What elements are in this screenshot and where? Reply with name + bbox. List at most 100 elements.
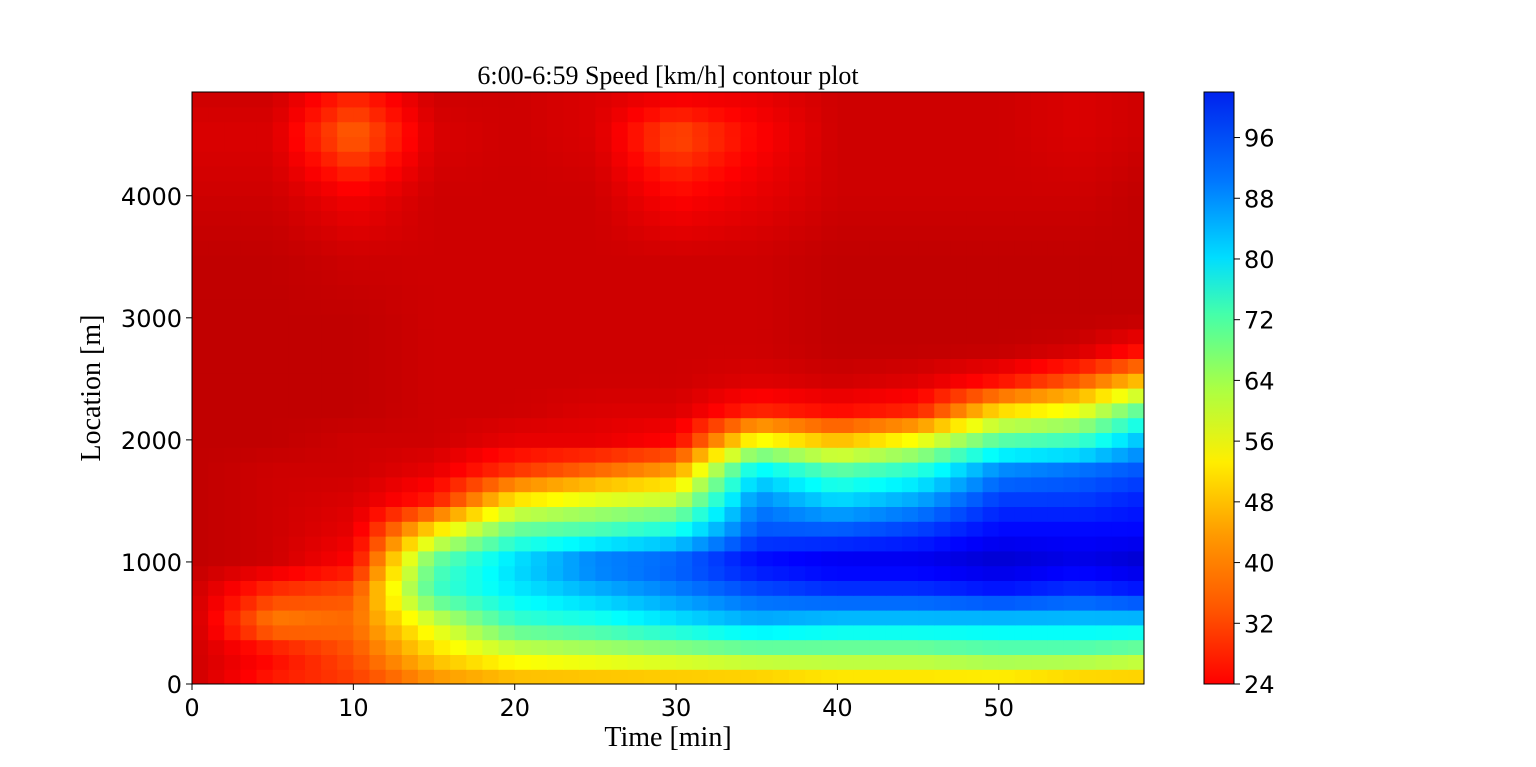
- heatmap-cell: [1014, 92, 1032, 108]
- heatmap-cell: [1031, 402, 1048, 419]
- heatmap-cell: [595, 521, 613, 537]
- heatmap-cell: [272, 669, 290, 684]
- heatmap-cell: [853, 550, 871, 567]
- heatmap-cell: [417, 580, 435, 596]
- heatmap-cell: [740, 151, 758, 167]
- heatmap-cell: [692, 462, 709, 478]
- heatmap-cell: [659, 432, 677, 448]
- heatmap-cell: [869, 402, 887, 419]
- heatmap-cell: [563, 654, 580, 670]
- heatmap-cell: [772, 462, 790, 478]
- heatmap-cell: [563, 195, 580, 211]
- heatmap-cell: [724, 669, 742, 684]
- heatmap-cell: [224, 432, 242, 448]
- heatmap-cell: [417, 447, 435, 463]
- heatmap-cell: [950, 624, 968, 641]
- y-tick-label: 1000: [121, 549, 182, 577]
- heatmap-cell: [563, 521, 580, 537]
- heatmap-cell: [385, 328, 403, 345]
- heatmap-cell: [514, 536, 532, 552]
- heatmap-cell: [950, 388, 968, 404]
- heatmap-cell: [240, 225, 258, 241]
- heatmap-cell: [1095, 521, 1113, 537]
- heatmap-cell: [369, 550, 387, 567]
- heatmap-cell: [869, 210, 887, 226]
- heatmap-cell: [966, 521, 984, 537]
- heatmap-cell: [208, 121, 225, 137]
- heatmap-cell: [288, 284, 306, 300]
- heatmap-cell: [563, 550, 580, 567]
- heatmap-cell: [353, 240, 371, 256]
- heatmap-cell: [1063, 580, 1081, 596]
- heatmap-cell: [192, 654, 209, 670]
- heatmap-cell: [998, 550, 1016, 567]
- heatmap-cell: [482, 624, 500, 641]
- heatmap-cell: [1047, 462, 1064, 478]
- heatmap-cell: [1047, 639, 1064, 655]
- heatmap-cell: [1127, 358, 1144, 374]
- heatmap-cell: [369, 240, 387, 256]
- heatmap-cell: [821, 447, 839, 463]
- x-axis-label: Time [min]: [604, 722, 731, 753]
- heatmap-cell: [966, 299, 984, 315]
- heatmap-cell: [256, 536, 274, 552]
- heatmap-cell: [724, 432, 742, 448]
- heatmap-cell: [385, 358, 403, 374]
- heatmap-cell: [514, 654, 532, 670]
- heatmap-cell: [1095, 343, 1113, 359]
- heatmap-cell: [272, 402, 290, 419]
- heatmap-cell: [1095, 550, 1113, 567]
- heatmap-cell: [224, 565, 242, 581]
- heatmap-cell: [450, 166, 467, 182]
- heatmap-cell: [805, 565, 822, 581]
- heatmap-cell: [304, 402, 322, 419]
- heatmap-cell: [853, 595, 871, 611]
- heatmap-cell: [353, 669, 371, 684]
- heatmap-cell: [659, 240, 677, 256]
- heatmap-cell: [966, 225, 984, 241]
- heatmap-cell: [821, 462, 839, 478]
- heatmap-cell: [708, 284, 726, 300]
- heatmap-cell: [1014, 269, 1032, 285]
- heatmap-cell: [304, 550, 322, 567]
- heatmap-cell: [450, 314, 467, 330]
- heatmap-cell: [337, 136, 354, 152]
- heatmap-cell: [1095, 151, 1113, 167]
- heatmap-cell: [385, 299, 403, 315]
- heatmap-cell: [337, 610, 354, 626]
- heatmap-cell: [934, 639, 951, 655]
- heatmap-cell: [772, 610, 790, 626]
- heatmap-cell: [772, 284, 790, 300]
- heatmap-cell: [627, 195, 645, 211]
- heatmap-cell: [288, 299, 306, 315]
- heatmap-cell: [304, 580, 322, 596]
- heatmap-cell: [1127, 669, 1144, 684]
- heatmap-cell: [385, 506, 403, 522]
- heatmap-cell: [595, 180, 613, 197]
- heatmap-cell: [934, 92, 951, 108]
- heatmap-cell: [514, 225, 532, 241]
- heatmap-cell: [724, 491, 742, 507]
- heatmap-cell: [224, 269, 242, 285]
- heatmap-cell: [353, 462, 371, 478]
- heatmap-cell: [1014, 136, 1032, 152]
- heatmap-cell: [353, 550, 371, 567]
- heatmap-cell: [579, 373, 596, 389]
- heatmap-cell: [192, 402, 209, 419]
- heatmap-cell: [530, 654, 548, 670]
- heatmap-cell: [1079, 121, 1097, 137]
- heatmap-cell: [692, 417, 709, 433]
- heatmap-cell: [837, 240, 855, 256]
- heatmap-cell: [240, 240, 258, 256]
- heatmap-cell: [450, 521, 467, 537]
- heatmap-cell: [789, 136, 806, 152]
- heatmap-cell: [724, 225, 742, 241]
- heatmap-cell: [1095, 373, 1113, 389]
- heatmap-cell: [901, 402, 919, 419]
- heatmap-cell: [643, 506, 661, 522]
- heatmap-cell: [692, 136, 709, 152]
- heatmap-cell: [546, 521, 564, 537]
- heatmap-cell: [288, 358, 306, 374]
- heatmap-cell: [611, 506, 629, 522]
- heatmap-cell: [224, 654, 242, 670]
